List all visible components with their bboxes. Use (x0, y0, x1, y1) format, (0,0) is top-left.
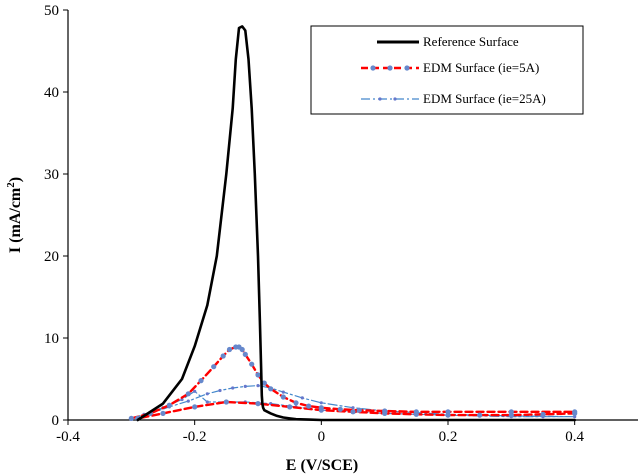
series-point-1 (185, 391, 191, 397)
series-point-2 (573, 415, 577, 419)
series-point-1 (211, 364, 217, 370)
plot-area: -0.4 -0.2 0 0.2 0.4 0 10 20 30 40 50 (44, 3, 638, 445)
series-point-1 (239, 346, 245, 353)
y-axis-title-close: ) (7, 177, 24, 182)
series-line-0 (136, 25, 577, 422)
y-tick-label: 20 (44, 249, 59, 265)
legend-label-edm-25a: EDM Surface (ie=25A) (423, 91, 546, 106)
series-point-1 (220, 353, 226, 359)
series-point-1 (242, 351, 248, 357)
x-tick-label: 0 (318, 429, 326, 445)
series-point-1 (160, 410, 166, 416)
legend-marker-edm-5a-2 (387, 65, 393, 71)
series-point-2 (281, 390, 285, 394)
x-tick-label: -0.2 (183, 429, 207, 445)
legend-marker-edm-5a-3 (404, 65, 410, 71)
series-point-1 (350, 409, 356, 415)
legend: Reference Surface EDM Surface (ie=5A) ED… (310, 25, 584, 115)
y-tick-label: 0 (52, 413, 60, 429)
series-point-2 (186, 399, 190, 403)
series-point-2 (243, 384, 247, 388)
series-point-1 (445, 412, 451, 418)
series-point-1 (337, 406, 343, 412)
series-point-1 (255, 401, 261, 407)
series-point-1 (318, 407, 324, 413)
x-tick-label: -0.4 (56, 429, 80, 445)
series-point-2 (231, 386, 235, 390)
series-point-1 (508, 412, 514, 418)
x-tick-label: 0.4 (565, 429, 584, 445)
legend-label-edm-5a: EDM Surface (ie=5A) (423, 60, 539, 75)
legend-label-reference: Reference Surface (423, 34, 519, 49)
series-point-1 (477, 412, 483, 418)
series-point-1 (356, 407, 362, 413)
series-point-2 (256, 384, 260, 388)
x-ticks: -0.4 -0.2 0 0.2 0.4 (56, 420, 585, 445)
series-point-2 (180, 397, 184, 402)
y-axis-title-sup: 2 (5, 182, 17, 188)
series-point-2 (205, 400, 209, 404)
series-point-2 (193, 389, 197, 393)
series-point-1 (413, 411, 419, 417)
series-layer (128, 25, 578, 422)
y-axis-title: I (mA/cm2) (5, 177, 24, 253)
legend-box (310, 25, 584, 115)
series-point-1 (306, 403, 312, 409)
series-point-2 (351, 406, 355, 410)
series-point-1 (293, 400, 299, 406)
y-tick-label: 40 (44, 85, 59, 101)
series-point-1 (249, 361, 255, 367)
series-point-1 (223, 399, 229, 405)
series-point-1 (540, 411, 546, 417)
x-axis-title: E (V/SCE) (286, 457, 358, 474)
y-tick-label: 50 (44, 3, 59, 19)
series-point-2 (205, 392, 209, 396)
series-point-1 (226, 346, 233, 353)
series-point-1 (382, 410, 388, 416)
y-axis-title-main: I (mA/cm (7, 187, 24, 253)
series-point-1 (287, 404, 293, 410)
series-point-2 (319, 401, 323, 405)
series-point-1 (166, 402, 172, 408)
y-tick-label: 10 (44, 331, 59, 347)
series-point-1 (268, 386, 274, 392)
y-ticks: 0 10 20 30 40 50 (44, 3, 68, 429)
series-point-2 (218, 388, 222, 393)
legend-marker-edm-25a-2 (393, 97, 397, 101)
x-tick-label: 0.2 (439, 429, 458, 445)
series-point-1 (255, 372, 261, 378)
series-point-2 (300, 396, 304, 400)
series-point-1 (572, 410, 578, 416)
y-tick-label: 30 (44, 167, 59, 183)
legend-marker-edm-5a-1 (370, 65, 376, 71)
series-point-1 (280, 394, 286, 400)
legend-marker-edm-25a-1 (378, 97, 382, 101)
series-point-1 (261, 380, 267, 386)
series-point-1 (192, 404, 198, 410)
series-point-1 (198, 378, 204, 384)
series-point-1 (128, 415, 134, 421)
